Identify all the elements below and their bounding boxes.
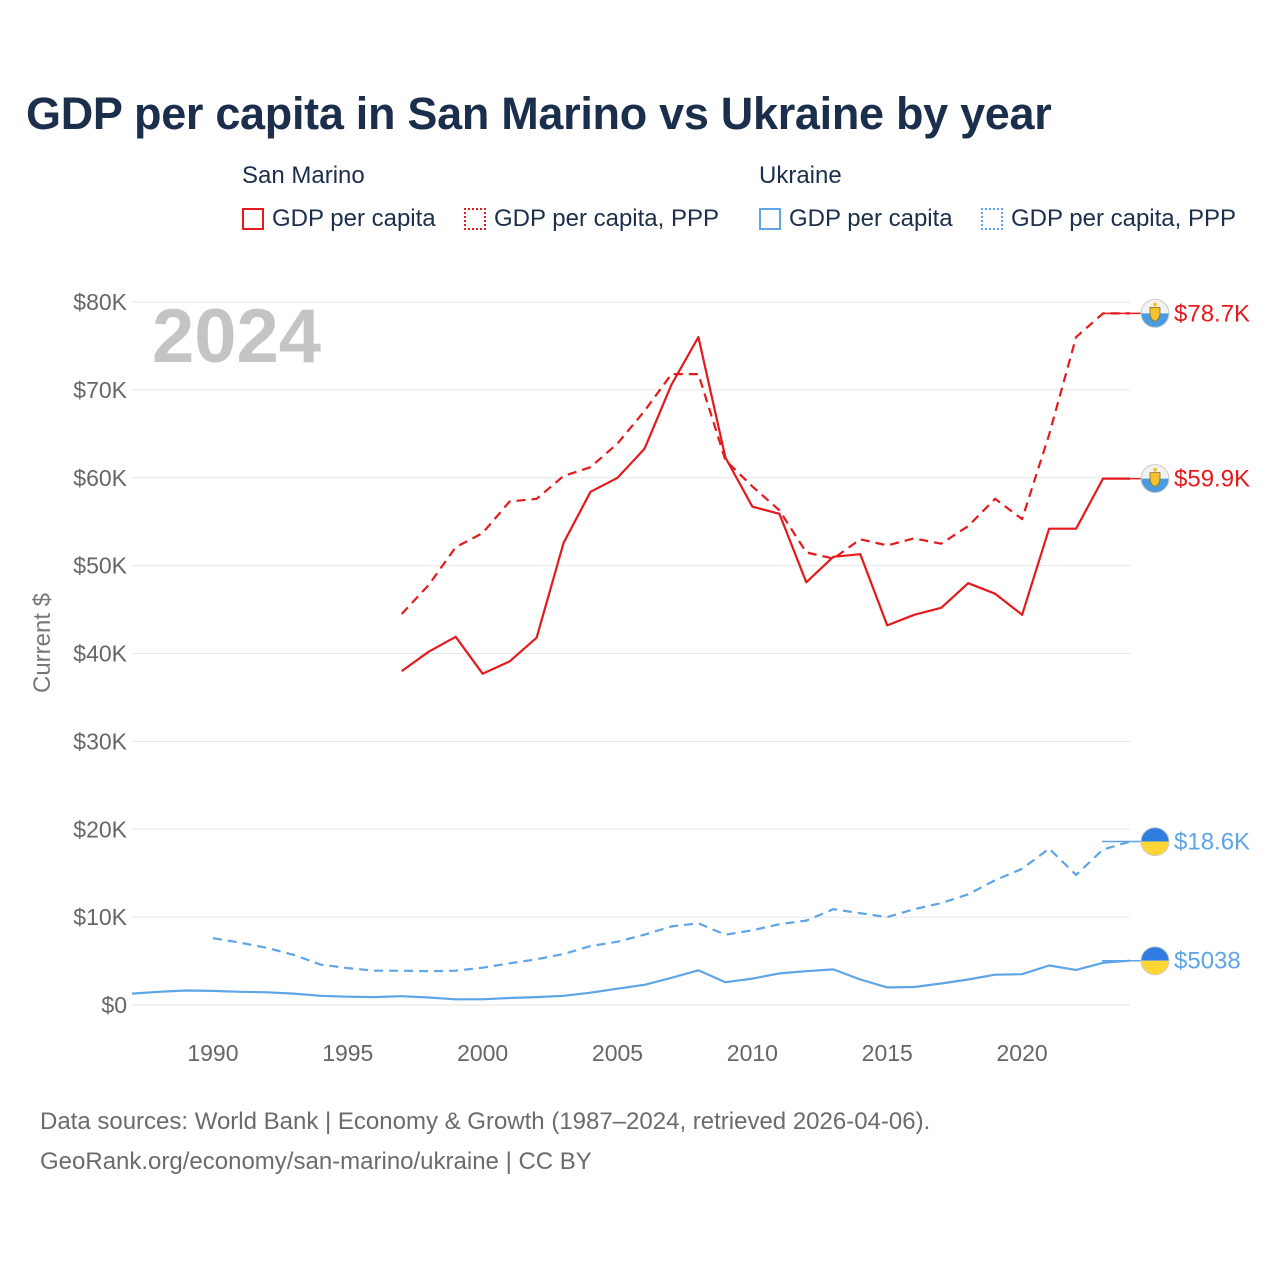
end-labels: $59.9K $78.7K $5038 $18.6K (1102, 298, 1250, 976)
y-tick-label: $80K (73, 289, 127, 315)
legend-swatch-dotted-blue (981, 208, 1003, 230)
grid-lines (132, 301, 1130, 1006)
legend-label: GDP per capita (272, 205, 436, 232)
legend-swatch-solid-blue (759, 208, 781, 230)
series-line-ukraine-gdp-per-capita (131, 959, 1131, 1001)
x-tick-label: 2010 (727, 1040, 778, 1066)
series-line-ukraine-gdp-per-capita-ppp (212, 840, 1131, 973)
legend-label: GDP per capita, PPP (494, 205, 719, 232)
series-line-san-marino-gdp-per-capita-ppp (400, 312, 1130, 615)
y-tick-label: $70K (73, 377, 127, 403)
end-value-label: $5038 (1174, 948, 1241, 975)
x-tick-label: 2015 (862, 1040, 913, 1066)
legend-item-san-marino-gdp[interactable]: GDP per capita (242, 204, 436, 234)
ukraine-flag-icon (1140, 827, 1170, 857)
legend-item-ukraine-gdp-ppp[interactable]: GDP per capita, PPP (981, 204, 1236, 234)
y-tick-label: $30K (73, 728, 127, 754)
x-tick-label: 2020 (997, 1040, 1048, 1066)
series-line-san-marino-gdp-per-capita (401, 336, 1130, 675)
end-value-label: $59.9K (1174, 466, 1250, 493)
legend-label: GDP per capita, PPP (1011, 205, 1236, 232)
legend-label: GDP per capita (789, 205, 953, 232)
x-tick-label: 2000 (457, 1040, 508, 1066)
legend-swatch-dotted-red (464, 208, 486, 230)
ukraine-flag-icon (1140, 946, 1170, 976)
year-label: 2024 (152, 294, 321, 379)
x-axis: 1990 1995 2000 2005 2010 2015 2020 (187, 1040, 1047, 1066)
legend-item-ukraine-gdp[interactable]: GDP per capita (759, 204, 953, 234)
x-tick-label: 2005 (592, 1040, 643, 1066)
legend-swatch-solid-red (242, 208, 264, 230)
chart-title: GDP per capita in San Marino vs Ukraine … (26, 88, 1052, 139)
y-tick-label: $50K (73, 553, 127, 579)
y-tick-label: $0 (101, 992, 127, 1018)
legend-group-ukraine: Ukraine (759, 162, 842, 189)
legend-group-san-marino: San Marino (242, 162, 365, 189)
series-lines (131, 312, 1131, 1001)
footer-sources: Data sources: World Bank | Economy & Gro… (40, 1108, 931, 1135)
y-tick-label: $20K (73, 816, 127, 842)
san-marino-flag-icon (1140, 298, 1170, 328)
end-value-label: $18.6K (1174, 829, 1250, 856)
end-value-label: $78.7K (1174, 300, 1250, 327)
y-axis: $0 $10K $20K $30K $40K $50K $60K $70K $80K (73, 289, 127, 1018)
y-tick-label: $60K (73, 465, 127, 491)
x-tick-label: 1990 (187, 1040, 238, 1066)
footer-url[interactable]: GeoRank.org/economy/san-marino/ukraine |… (40, 1148, 592, 1175)
y-axis-title: Current $ (29, 593, 56, 693)
legend-item-san-marino-gdp-ppp[interactable]: GDP per capita, PPP (464, 204, 719, 234)
y-tick-label: $40K (73, 641, 127, 667)
y-tick-label: $10K (73, 904, 127, 930)
san-marino-flag-icon (1140, 464, 1170, 494)
x-tick-label: 1995 (322, 1040, 373, 1066)
